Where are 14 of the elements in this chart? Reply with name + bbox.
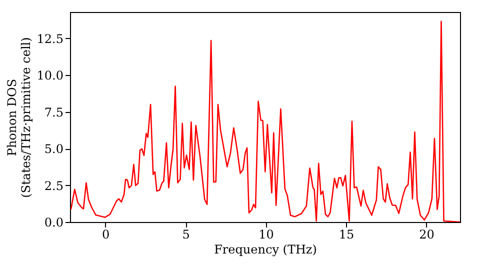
y-axis-title: Phonon DOS (States/THz·primitive cell) bbox=[4, 37, 33, 198]
y-tick-label: 0.0 bbox=[44, 216, 64, 230]
x-axis-title: Frequency (THz) bbox=[214, 242, 317, 256]
x-tick-label: 0 bbox=[102, 228, 110, 242]
x-tick-label: 20 bbox=[419, 228, 434, 242]
line-series bbox=[70, 20, 460, 222]
y-tick-label: 5.0 bbox=[44, 142, 64, 156]
x-tick-label: 5 bbox=[182, 228, 190, 242]
y-tick-label: 2.5 bbox=[44, 178, 64, 193]
y-tick-label: 12.5 bbox=[36, 32, 64, 46]
y-tick-label: 10.0 bbox=[36, 68, 64, 83]
y-tick-label: 7.5 bbox=[44, 105, 64, 120]
x-tick-label: 10 bbox=[258, 228, 274, 242]
x-tick-label: 15 bbox=[338, 228, 354, 242]
